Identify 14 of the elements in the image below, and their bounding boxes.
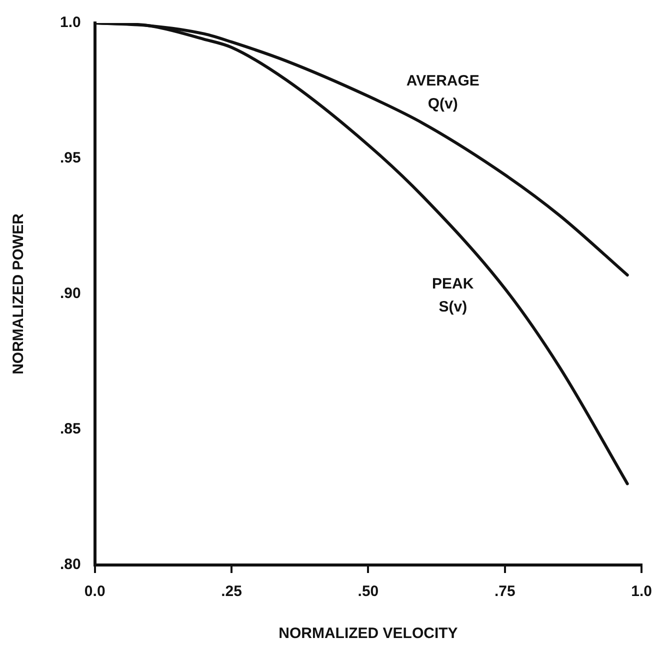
x-tick-label: .50 xyxy=(358,583,379,600)
y-axis-title: NORMALIZED POWER xyxy=(10,213,28,374)
y-tick-label: .85 xyxy=(60,420,81,438)
series-label: PEAK S(v) xyxy=(432,276,474,316)
x-tick-label: 1.0 xyxy=(631,583,652,600)
y-tick-label: .95 xyxy=(60,150,81,167)
y-tick-label: .80 xyxy=(60,556,81,574)
x-tick-label: .25 xyxy=(221,583,242,600)
x-tick-label: .75 xyxy=(494,583,516,600)
x-axis-title: NORMALIZED VELOCITY xyxy=(278,625,458,642)
y-tick-label: .90 xyxy=(60,285,81,302)
series-label: AVERAGE Q(v) xyxy=(406,72,480,112)
y-tick-label: 1.0 xyxy=(60,14,81,32)
x-tick-label: 0.0 xyxy=(84,583,106,600)
